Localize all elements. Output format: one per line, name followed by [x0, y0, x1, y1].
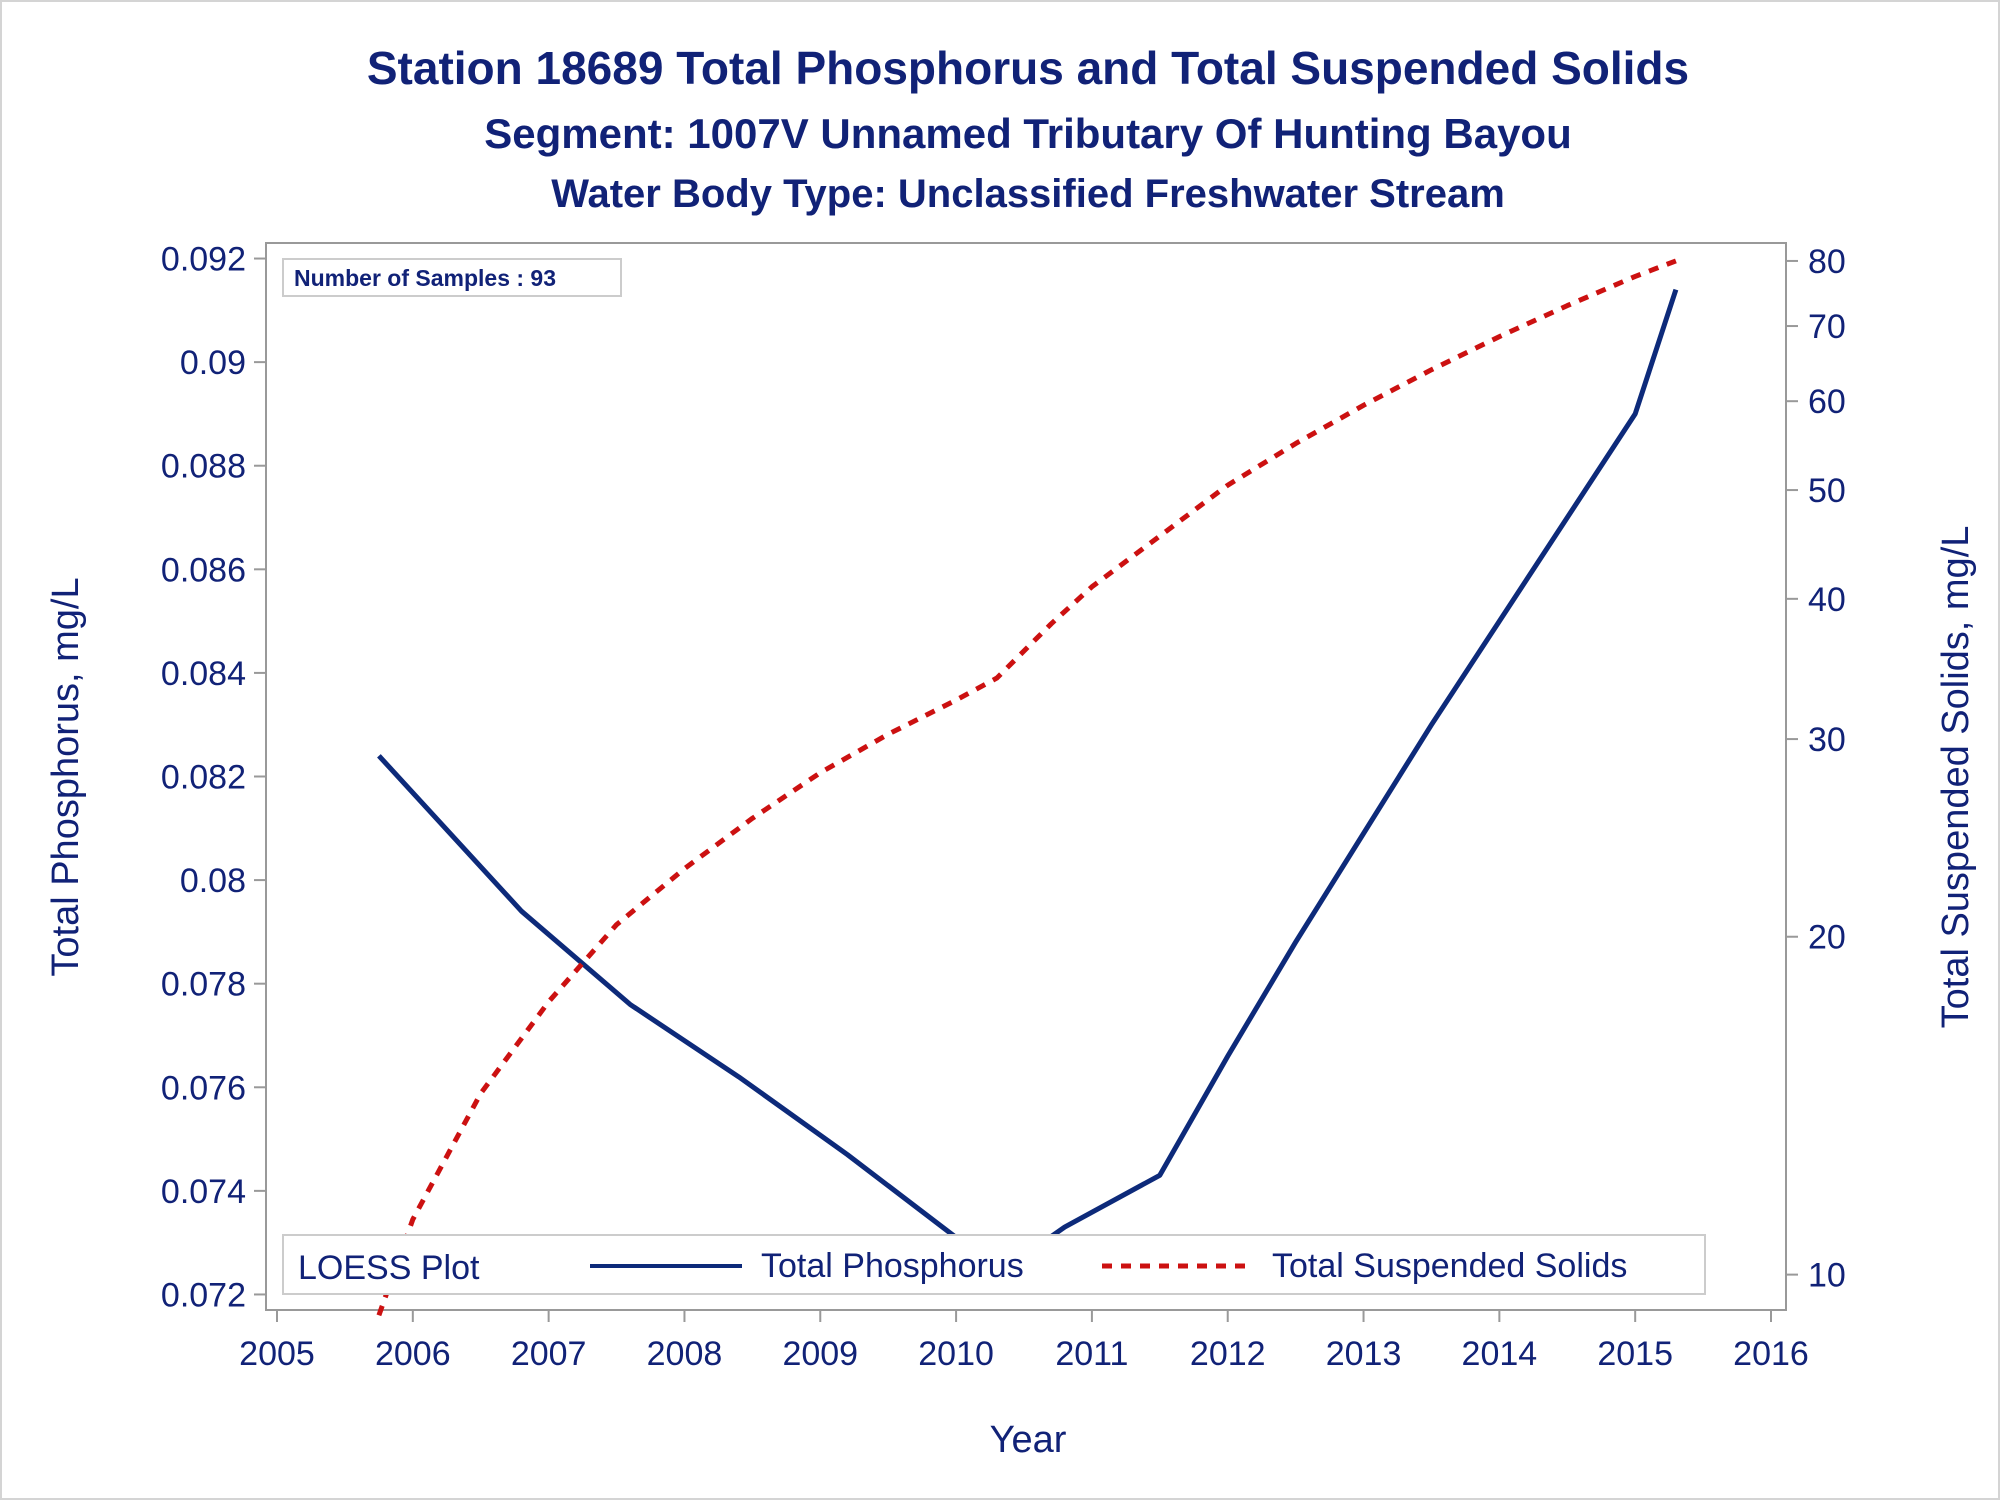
y-tick-label: 0.074: [161, 1173, 246, 1211]
y-axis-right: 10 20 30 40 50 60 70 80: [1786, 243, 1846, 1295]
samples-inset-box: [282, 258, 622, 297]
y-tick-label: 0.086: [161, 551, 246, 589]
y2-tick-label: 20: [1808, 919, 1846, 957]
x-tick-label: 2007: [511, 1335, 587, 1373]
series-line-total-suspended-solids: [376, 258, 1677, 1317]
y-tick-label: 0.08: [180, 862, 246, 900]
x-tick-label: 2006: [375, 1335, 451, 1373]
x-axis: 2005 2006 2007 2008 2009 2010 2011 2012 2013 2014…: [239, 1309, 1809, 1373]
y2-tick-label: 10: [1808, 1257, 1846, 1295]
plot-area: [265, 242, 1787, 1311]
x-tick-label: 2014: [1462, 1335, 1538, 1373]
x-tick-label: 2016: [1733, 1335, 1809, 1373]
y2-tick-label: 80: [1808, 243, 1846, 281]
x-tick-label: 2015: [1597, 1335, 1673, 1373]
y2-tick-label: 40: [1808, 581, 1846, 619]
x-tick-label: 2011: [1055, 1335, 1128, 1373]
x-tick-label: 2009: [782, 1335, 858, 1373]
y2-tick-label: 60: [1808, 383, 1846, 421]
x-tick-label: 2005: [239, 1335, 315, 1373]
legend-item-phosphorus: Total Phosphorus: [761, 1247, 1024, 1285]
legend: LOESS Plot Total Phosphorus Total Suspen…: [282, 1234, 1706, 1295]
chart-title: Station 18689 Total Phosphorus and Total…: [367, 42, 1689, 94]
y-axis-label: Total Phosphorus, mg/L: [45, 577, 87, 976]
x-tick-label: 2010: [918, 1335, 994, 1373]
y-tick-label: 0.076: [161, 1069, 246, 1107]
x-tick-label: 2008: [647, 1335, 723, 1373]
y-tick-label: 0.072: [161, 1276, 246, 1314]
y-tick-label: 0.092: [161, 241, 246, 279]
series-group: [376, 258, 1679, 1317]
y-tick-label: 0.09: [180, 344, 246, 382]
x-tick-label: 2013: [1326, 1335, 1402, 1373]
y-tick-label: 0.078: [161, 966, 246, 1004]
chart-subtitle-2: Water Body Type: Unclassified Freshwater…: [551, 172, 1505, 216]
legend-item-tss: Total Suspended Solids: [1272, 1247, 1627, 1285]
chart-subtitle: Segment: 1007V Unnamed Tributary Of Hunt…: [484, 110, 1572, 157]
series-line-total-phosphorus: [377, 288, 1679, 1287]
x-axis-label: Year: [990, 1419, 1067, 1461]
y-axis-left: 0.072 0.074 0.076 0.078 0.08 0.082 0.084 0.086 0…: [161, 241, 266, 1314]
y-tick-label: 0.088: [161, 448, 246, 486]
y2-tick-label: 30: [1808, 721, 1846, 759]
y2-tick-label: 70: [1808, 308, 1846, 346]
y2-tick-label: 50: [1808, 472, 1846, 510]
legend-box: [282, 1234, 1706, 1295]
legend-title: LOESS Plot: [298, 1249, 480, 1287]
y-tick-label: 0.084: [161, 655, 246, 693]
y2-axis-label: Total Suspended Solids, mg/L: [1935, 526, 1977, 1029]
y-tick-label: 0.082: [161, 759, 246, 797]
x-tick-label: 2012: [1190, 1335, 1266, 1373]
samples-inset-label: Number of Samples : 93: [294, 265, 556, 291]
